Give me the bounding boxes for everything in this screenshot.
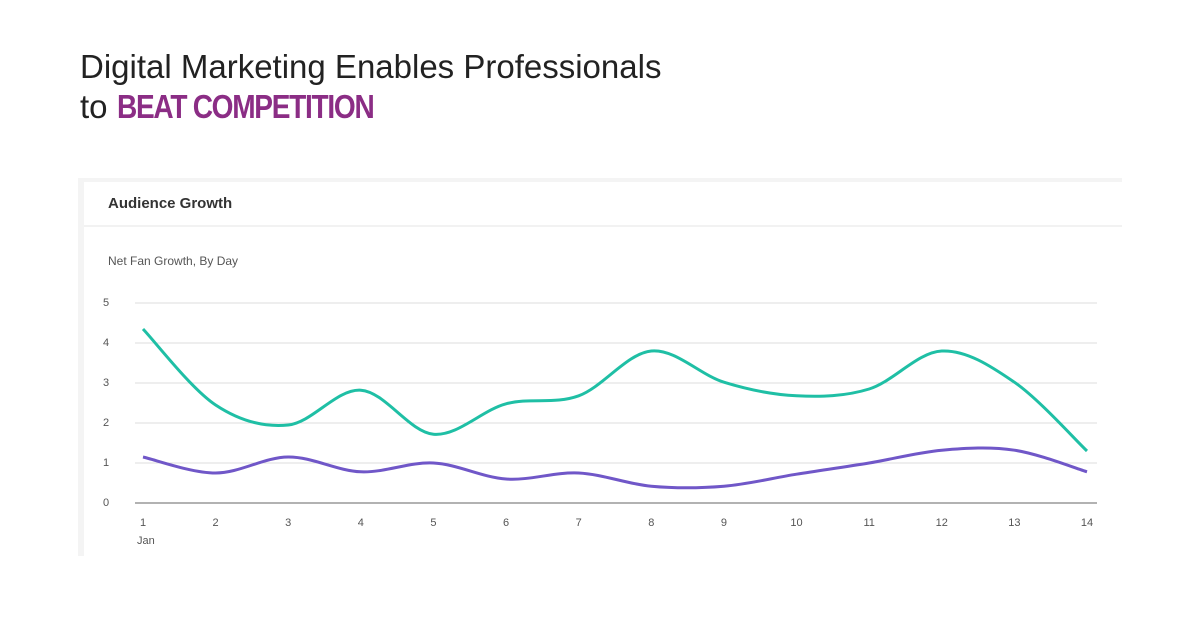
headline-2: to BEAT COMPETITION: [80, 88, 418, 126]
card: [84, 182, 1122, 556]
x-month-label: Jan: [137, 535, 155, 547]
x-tick-label: 2: [213, 517, 219, 529]
y-tick-label: 3: [103, 377, 109, 389]
x-tick-label: 4: [358, 517, 364, 529]
x-tick-label: 6: [503, 517, 509, 529]
y-tick-label: 0: [103, 497, 109, 509]
x-tick-label: 14: [1081, 517, 1093, 529]
y-tick-label: 4: [103, 337, 109, 349]
x-tick-label: 11: [863, 517, 874, 529]
chart-title: Net Fan Growth, By Day: [108, 254, 238, 268]
y-tick-label: 5: [103, 297, 109, 309]
x-tick-label: 9: [721, 517, 727, 529]
x-tick-label: 7: [576, 517, 582, 529]
x-tick-label: 3: [285, 517, 291, 529]
x-tick-label: 1: [140, 517, 146, 529]
y-tick-label: 2: [103, 417, 109, 429]
series-line: [141, 327, 1089, 453]
card-title: Audience Growth: [108, 195, 232, 212]
x-tick-label: 5: [430, 517, 436, 529]
y-tick-label: 1: [103, 457, 109, 469]
x-tick-label: 8: [648, 517, 654, 529]
series-line: [142, 446, 1088, 490]
headline-prefix: to: [80, 88, 108, 125]
x-tick-label: 13: [1008, 517, 1020, 529]
x-tick-label: 10: [790, 517, 802, 529]
headline-highlight: BEAT COMPETITION: [116, 88, 375, 125]
headline: Digital Marketing Enables Professionals: [80, 48, 662, 85]
x-tick-label: 12: [936, 517, 948, 529]
